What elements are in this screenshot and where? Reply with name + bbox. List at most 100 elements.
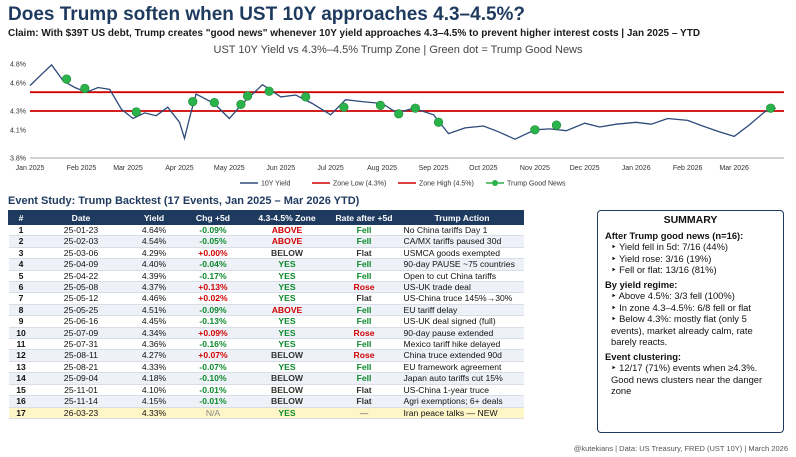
good-news-dot — [766, 103, 776, 113]
summary-line: ‣ Below 4.3%: mostly flat (only 5 events… — [611, 313, 753, 347]
good-news-dot — [61, 74, 72, 84]
x-tick-label: Mar 2026 — [719, 165, 749, 172]
table-row: 9 25-06-16 4.45% -0.13% YES Fell US-UK deal si… — [8, 315, 524, 328]
row-rate: Rose — [327, 349, 401, 362]
row-number: 9 — [8, 315, 34, 328]
summary-line: ‣ Yield fell in 5d: 7/16 (44%) — [611, 241, 729, 252]
row-yield: 4.10% — [128, 384, 180, 397]
row-zone: YES — [246, 292, 328, 305]
row-yield: 4.54% — [128, 235, 180, 248]
row-number: 1 — [8, 224, 34, 237]
x-tick-label: Dec 2025 — [570, 165, 600, 172]
good-news-dots — [61, 74, 776, 135]
chart-title: UST 10Y Yield vs 4.3%–4.5% Trump Zone | … — [213, 44, 583, 56]
row-number: 15 — [8, 384, 34, 397]
row-date: 25-05-08 — [33, 281, 129, 294]
table-row: 3 25-03-06 4.29% +0.00% BELOW Flat USMCA goods… — [8, 247, 524, 260]
row-number: 5 — [8, 270, 34, 283]
y-tick-label: 4.1% — [10, 127, 26, 134]
row-zone: ABOVE — [246, 304, 328, 317]
row-rate: Fell — [327, 304, 401, 317]
row-number: 4 — [8, 258, 34, 271]
row-number: 2 — [8, 235, 34, 248]
good-news-dot — [188, 96, 198, 107]
summary-line: ‣ 12/17 (71%) events when ≥4.3%. Good ne… — [611, 362, 763, 396]
row-zone: YES — [246, 327, 328, 340]
row-action: No China tariffs Day 1 — [400, 224, 524, 237]
good-news-dot — [236, 99, 246, 110]
row-change: +0.07% — [179, 349, 247, 362]
row-date: 25-11-14 — [33, 395, 129, 408]
summary-heading: After Trump good news (n=16): — [605, 229, 744, 241]
series-group — [29, 63, 776, 141]
row-number: 8 — [8, 304, 34, 317]
row-action: Iran peace talks — NEW — [400, 407, 524, 419]
row-date: 25-08-21 — [33, 361, 129, 374]
summary-line: ‣ Above 4.5%: 3/3 fell (100%) — [611, 290, 735, 301]
row-rate: Fell — [327, 372, 401, 385]
legend-label: Zone High (4.5%) — [419, 181, 474, 188]
row-date: 25-08-11 — [33, 349, 129, 362]
good-news-dot — [433, 117, 444, 127]
x-tick-label: Jul 2025 — [317, 165, 344, 172]
x-tick-label: Jan 2025 — [16, 165, 45, 172]
row-action: Japan auto tariffs cut 15% — [400, 372, 524, 385]
threshold-lines — [30, 91, 784, 112]
row-yield: 4.39% — [128, 270, 180, 283]
row-rate: — — [327, 407, 401, 419]
summary-title: SUMMARY — [663, 214, 718, 226]
x-tick-label: Jun 2025 — [266, 165, 295, 172]
good-news-dot — [339, 102, 349, 112]
row-number: 12 — [8, 349, 34, 362]
row-date: 25-07-31 — [33, 338, 129, 351]
page-title: Does Trump soften when UST 10Y approache… — [8, 4, 526, 25]
row-action: US-China truce 145%→30% — [400, 292, 524, 305]
row-yield: 4.51% — [128, 304, 180, 317]
legend-label: 10Y Yield — [261, 181, 291, 188]
col-header: Trump Action — [400, 210, 524, 225]
good-news-dot — [131, 107, 141, 117]
table-header-row: # Date Yield Chg +5d 4.3-4.5% Zone Rate … — [8, 210, 524, 225]
row-zone: YES — [246, 361, 328, 374]
row-rate: Fell — [327, 315, 401, 328]
table-row: 15 25-11-01 4.10% -0.01% BELOW Flat US-China 1… — [8, 384, 524, 397]
row-rate: Fell — [327, 361, 401, 374]
legend-label: Zone Low (4.3%) — [333, 181, 386, 188]
row-yield: 4.34% — [128, 327, 180, 340]
table-row: 2 25-02-03 4.54% -0.05% ABOVE Fell CA/MX tarif… — [8, 235, 524, 248]
row-zone: YES — [246, 258, 328, 271]
summary-line: ‣ Fell or flat: 13/16 (81%) — [611, 264, 717, 275]
row-action: USMCA goods exempted — [400, 247, 524, 260]
row-yield: 4.33% — [128, 407, 180, 419]
row-zone: YES — [246, 315, 328, 328]
row-yield: 4.64% — [128, 224, 180, 237]
row-date: 25-05-12 — [33, 292, 129, 305]
row-yield: 4.40% — [128, 258, 180, 271]
row-number: 11 — [8, 338, 34, 351]
x-tick-label: Jan 2026 — [622, 165, 651, 172]
good-news-dot — [410, 103, 420, 113]
row-change: +0.13% — [179, 281, 247, 294]
row-change: +0.09% — [179, 327, 247, 340]
row-yield: 4.33% — [128, 361, 180, 374]
row-action: US-UK trade deal — [400, 281, 524, 294]
col-header: 4.3-4.5% Zone — [246, 210, 328, 225]
x-tick-label: Feb 2026 — [673, 165, 703, 172]
row-yield: 4.46% — [128, 292, 180, 305]
x-tick-label: Nov 2025 — [520, 165, 550, 172]
row-rate: Fell — [327, 338, 401, 351]
legend: 10Y Yield Zone Low (4.3%) Zone High (4.5%)… — [240, 180, 566, 188]
row-change: -0.09% — [179, 304, 247, 317]
col-header: Chg +5d — [179, 210, 247, 225]
row-action: EU tariff delay — [400, 304, 524, 317]
row-change: -0.07% — [179, 361, 247, 374]
row-rate: Fell — [327, 270, 401, 283]
legend-label: Trump Good News — [507, 181, 566, 188]
row-change: -0.09% — [179, 224, 247, 237]
table-row: 8 25-05-25 4.51% -0.09% ABOVE Fell EU tariff d… — [8, 304, 524, 317]
y-tick-label: 4.3% — [10, 109, 26, 116]
row-date: 25-01-23 — [33, 224, 129, 237]
table-row: 16 25-11-14 4.15% -0.01% BELOW Flat Agri exemp… — [8, 395, 524, 408]
row-rate: Rose — [327, 327, 401, 340]
row-number: 17 — [8, 407, 34, 419]
